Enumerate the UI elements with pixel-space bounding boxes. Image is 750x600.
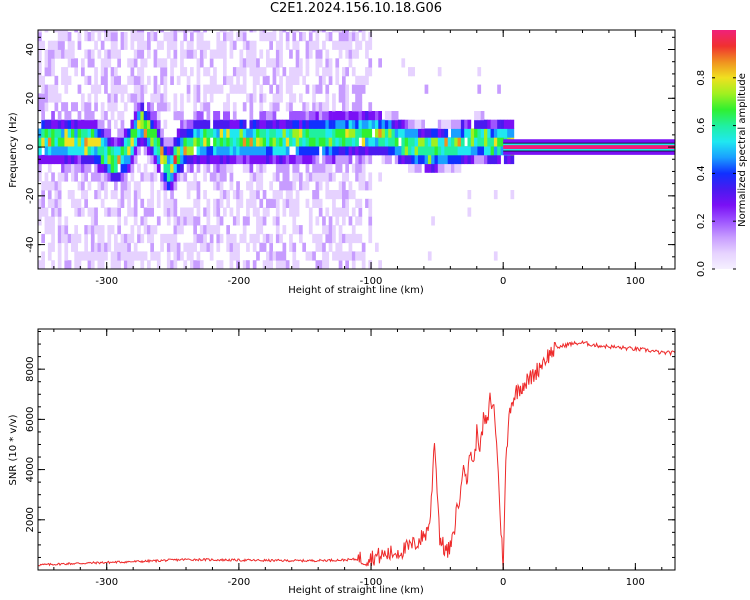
snr-y-tick-label: 4000	[25, 457, 36, 482]
colorbar-tick-label: 0.2	[696, 213, 707, 229]
snr-y-tick-label: 8000	[25, 356, 36, 381]
colorbar-tick-label: 0.6	[696, 118, 707, 134]
snr-y-axis: 2000 4000 6000 8000	[25, 331, 675, 571]
spectrogram-y-tick-label: -20	[25, 188, 36, 204]
carrier-band	[503, 145, 675, 150]
spectrogram-x-tick-label: -200	[228, 276, 251, 287]
snr-x-axis-label: Height of straight line (km)	[288, 585, 424, 596]
snr-x-tick-label: -300	[95, 577, 118, 588]
colorbar: 0.0 0.2 0.4 0.6 0.8 Normalized spectral ampl…	[696, 30, 748, 277]
spectrogram-x-tick-label: -100	[360, 276, 383, 287]
snr-series-line	[38, 340, 675, 570]
snr-y-tick-label: 2000	[25, 507, 36, 532]
snr-y-tick-label: 6000	[25, 407, 36, 432]
snr-y-axis-label: SNR (10 * v/v)	[8, 414, 19, 485]
colorbar-axis: 0.0 0.2 0.4 0.6 0.8	[696, 70, 736, 277]
snr-frame	[37, 328, 676, 571]
spectrogram-x-tick-label: -300	[95, 276, 118, 287]
heatmap-cells	[38, 30, 675, 269]
spectrogram-x-tick-label: 0	[500, 276, 506, 287]
colorbar-gradient	[712, 30, 736, 269]
figure-title: C2E1.2024.156.10.18.G06	[269, 1, 443, 16]
spectrogram-x-axis-label: Height of straight line (km)	[288, 285, 424, 296]
colorbar-tick-label: 0.4	[696, 165, 707, 181]
snr-x-tick-label: -200	[228, 577, 251, 588]
snr-x-axis: -300 -200 -100 0 100	[53, 329, 663, 588]
snr-x-tick-label: 100	[626, 577, 645, 588]
spectrogram-y-tick-label: 20	[25, 92, 36, 105]
snr-x-tick-label: -100	[360, 577, 383, 588]
colorbar-tick-label: 0.0	[696, 261, 707, 277]
colorbar-tick-label: 0.8	[696, 70, 707, 86]
spectrogram-y-axis-label: Frequency (Hz)	[8, 112, 19, 188]
snr-x-tick-label: 0	[500, 577, 506, 588]
spectrogram-y-tick-label: 0	[25, 144, 36, 150]
colorbar-label: Normalized spectral amplitude	[737, 73, 748, 227]
spectrogram-x-tick-label: 100	[626, 276, 645, 287]
spectrogram-y-axis: -40 -20 0 20 40	[25, 36, 675, 270]
spectrogram-y-tick-label: -40	[25, 236, 36, 252]
spectrogram-frame	[37, 29, 676, 270]
spectrogram-y-tick-label: 40	[25, 43, 36, 56]
spectrogram-x-axis: -300 -200 -100 0 100	[53, 30, 663, 287]
snr-panel: -300 -200 -100 0 100 2000 4000 6000 8000 Height…	[8, 328, 676, 596]
